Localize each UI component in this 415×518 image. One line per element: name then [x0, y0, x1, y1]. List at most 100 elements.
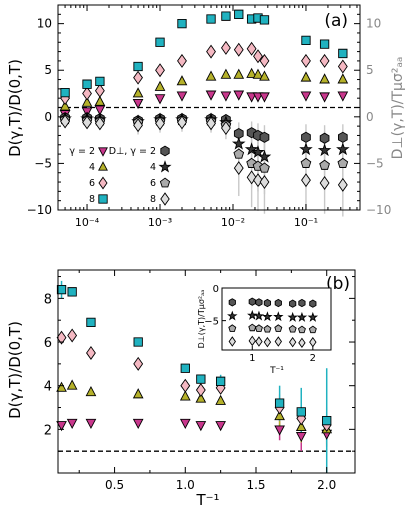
panel-a-label: (a): [324, 11, 348, 31]
point-gamma-6: [337, 59, 348, 74]
point-gamma-2: [94, 105, 106, 116]
y-tick-label: −10: [27, 203, 52, 217]
inset-point-gamma-4: [227, 310, 238, 321]
point-gamma-8: [155, 37, 165, 47]
perp-point-gamma-2: [301, 131, 311, 143]
point-gamma-6: [233, 42, 244, 57]
inset-point-gamma-4: [247, 309, 258, 320]
point-gamma-4: [66, 379, 78, 390]
point-gamma-6: [94, 83, 105, 98]
perp-point-gamma-8: [177, 115, 187, 130]
inset-point-gamma-8: [298, 337, 306, 349]
inset-point-gamma-2: [298, 298, 306, 308]
y-tick-label: 8: [44, 292, 52, 307]
legend-marker-gamma-6: [98, 176, 108, 190]
perp-point-gamma-8: [319, 175, 330, 190]
inset-point-gamma-2: [263, 298, 272, 308]
inset-point-gamma-6: [297, 325, 306, 334]
point-gamma-8: [82, 79, 92, 89]
perp-point-gamma-6: [233, 148, 245, 159]
point-gamma-2: [176, 91, 188, 102]
point-gamma-8: [259, 15, 270, 25]
point-gamma-4: [246, 67, 257, 78]
legend-label: γ = 2: [69, 146, 95, 157]
inset-point-gamma-4: [287, 311, 298, 322]
y-tick-label: 10: [37, 17, 52, 31]
inset-point-gamma-8: [263, 336, 272, 348]
legend-marker-perp-gamma-4: [158, 160, 172, 173]
inset-point-gamma-4: [273, 311, 284, 322]
point-gamma-6: [253, 49, 263, 64]
point-gamma-4: [295, 420, 307, 432]
point-gamma-2: [132, 418, 144, 430]
point-gamma-4: [215, 394, 226, 405]
point-gamma-6: [221, 40, 231, 55]
point-gamma-6: [86, 345, 96, 360]
inset-y-tick-label: −5: [204, 317, 219, 328]
point-gamma-4: [252, 68, 264, 79]
point-gamma-2: [195, 421, 207, 432]
panel-a-ylabel: D(γ,T)/D(0,T): [6, 59, 24, 157]
y-tick-label-right: 5: [366, 63, 374, 77]
point-gamma-8: [322, 415, 332, 426]
inset-point-gamma-8: [248, 335, 256, 347]
perp-point-gamma-4: [251, 145, 265, 158]
panel-b-ylabel: D(γ,T)/D(0,T): [6, 321, 24, 419]
point-gamma-8: [301, 35, 311, 46]
y-tick-label-right: 10: [366, 17, 381, 31]
point-gamma-8: [196, 374, 206, 384]
perp-point-gamma-6: [337, 157, 349, 168]
point-gamma-8: [180, 363, 190, 373]
inset-point-gamma-8: [228, 336, 236, 347]
perp-point-gamma-6: [319, 159, 330, 170]
y-tick-label: 5: [44, 63, 52, 77]
y-tick-label: 0: [44, 110, 52, 124]
point-gamma-8: [56, 284, 67, 295]
point-gamma-8: [221, 11, 231, 21]
point-gamma-6: [195, 383, 206, 398]
point-gamma-2: [274, 425, 285, 436]
y-tick-label-right: 0: [366, 110, 374, 124]
point-gamma-6: [133, 70, 143, 85]
perp-point-gamma-2: [259, 131, 270, 143]
point-gamma-4: [85, 385, 97, 397]
point-gamma-2: [66, 418, 78, 430]
perp-point-gamma-8: [82, 115, 92, 130]
point-gamma-8: [274, 398, 285, 408]
legend-marker-perp-gamma-2: [160, 145, 170, 157]
point-gamma-4: [319, 73, 330, 84]
legend-label: 4: [150, 162, 156, 173]
perp-point-gamma-6: [300, 157, 312, 168]
inset-point-gamma-8: [274, 336, 283, 347]
x-tick-label: 0.5: [105, 478, 124, 492]
point-gamma-2: [179, 418, 191, 430]
legend-marker-gamma-2: [98, 147, 108, 157]
point-gamma-8: [319, 39, 330, 49]
point-gamma-2: [337, 91, 349, 102]
inset-point-gamma-6: [254, 324, 263, 332]
point-gamma-4: [337, 73, 349, 84]
legend-label: 8: [89, 194, 95, 205]
point-gamma-8: [296, 407, 306, 417]
perp-point-gamma-8: [94, 116, 105, 131]
point-gamma-8: [60, 87, 70, 98]
point-gamma-6: [301, 53, 311, 68]
point-gamma-6: [155, 63, 165, 78]
legend-label: D⊥, γ = 2: [109, 146, 156, 157]
point-gamma-2: [205, 90, 217, 101]
inset-point-gamma-6: [248, 323, 257, 332]
point-gamma-6: [259, 53, 270, 68]
y-tick-label: 2: [44, 423, 52, 438]
perp-point-gamma-8: [337, 177, 348, 192]
point-gamma-6: [56, 330, 67, 345]
point-gamma-6: [246, 41, 257, 56]
inset-point-gamma-2: [248, 297, 256, 306]
point-gamma-2: [300, 91, 312, 102]
inset-point-gamma-2: [255, 298, 263, 307]
point-gamma-6: [67, 328, 78, 343]
point-gamma-8: [234, 9, 244, 19]
inset-point-gamma-2: [228, 298, 236, 307]
perp-point-gamma-4: [244, 142, 259, 156]
panel-a-marks: [58, 9, 360, 217]
